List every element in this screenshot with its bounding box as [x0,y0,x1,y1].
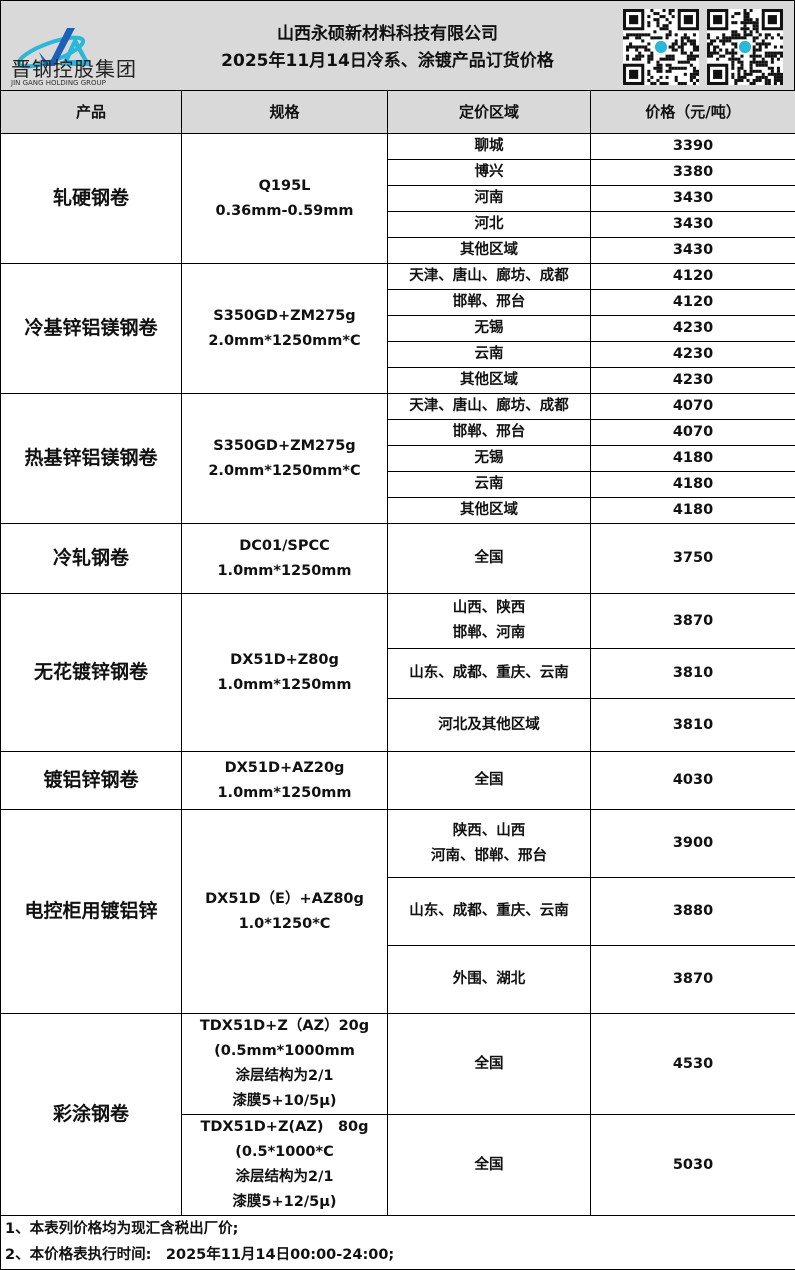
price-cell: 4230 [591,316,795,342]
spec-cell: S350GD+ZM275g 2.0mm*1250mm*C [182,264,388,394]
price-cell: 4230 [591,368,795,394]
logo-text: 晋钢控股集团 [11,53,137,82]
column-header-spec: 规格 [182,91,388,134]
region-cell: 河北 [388,212,591,238]
price-cell: 3870 [591,594,795,649]
price-cell: 3900 [591,810,795,878]
region-cell: 天津、唐山、廊坊、成都 [388,394,591,420]
price-cell: 3750 [591,524,795,594]
price-cell: 4230 [591,342,795,368]
price-cell: 4120 [591,264,795,290]
price-cell: 3390 [591,134,795,160]
region-cell: 陕西、山西 河南、邯郸、邢台 [388,810,591,878]
price-cell: 5030 [591,1115,795,1216]
price-cell: 3810 [591,699,795,752]
region-cell: 云南 [388,472,591,498]
note-1: 1、本表列价格均为现汇含税出厂价; [1,1216,795,1243]
company-name: 山西永硕新材料科技有限公司 [181,21,594,48]
qr-code-icon [623,9,699,85]
region-cell: 河北及其他区域 [388,699,591,752]
product-name: 电控柜用镀铝锌 [1,810,182,1014]
spec-cell: DC01/SPCC 1.0mm*1250mm [182,524,388,594]
region-cell: 其他区域 [388,498,591,524]
product-name: 轧硬钢卷 [1,134,182,264]
region-cell: 云南 [388,342,591,368]
region-cell: 无锡 [388,446,591,472]
product-name: 热基锌铝镁钢卷 [1,394,182,524]
product-name: 彩涂钢卷 [1,1014,182,1216]
column-header-product: 产品 [1,91,182,134]
price-cell: 3870 [591,946,795,1014]
spec-cell: DX51D+Z80g 1.0mm*1250mm [182,594,388,752]
region-cell: 聊城 [388,134,591,160]
spec-cell: Q195L 0.36mm-0.59mm [182,134,388,264]
price-cell: 3430 [591,212,795,238]
price-cell: 4070 [591,394,795,420]
region-cell: 其他区域 [388,238,591,264]
price-cell: 4180 [591,472,795,498]
note-2: 2、本价格表执行时间: 2025年11月14日00:00-24:00; [1,1243,795,1270]
region-cell: 天津、唐山、廊坊、成都 [388,264,591,290]
spec-cell: TDX51D+Z（AZ）20g (0.5mm*1000mm 涂层结构为2/1 漆… [182,1014,388,1115]
price-cell: 4180 [591,446,795,472]
price-cell: 4180 [591,498,795,524]
page-header: 晋钢控股集团 JIN GANG HOLDING GROUP 山西永硕新材料科技有… [0,0,795,90]
price-cell: 3880 [591,878,795,946]
product-name: 无花镀锌钢卷 [1,594,182,752]
region-cell: 山东、成都、重庆、云南 [388,649,591,699]
region-cell: 无锡 [388,316,591,342]
spec-cell: DX51D（E）+AZ80g 1.0*1250*C [182,810,388,1014]
region-cell: 山东、成都、重庆、云南 [388,878,591,946]
spec-cell: TDX51D+Z(AZ) 80g (0.5*1000*C 涂层结构为2/1 漆膜… [182,1115,388,1216]
price-cell: 4120 [591,290,795,316]
region-cell: 博兴 [388,160,591,186]
region-cell: 山西、陕西 邯郸、河南 [388,594,591,649]
logo-subtitle: JIN GANG HOLDING GROUP [11,79,106,87]
region-cell: 全国 [388,752,591,810]
price-cell: 3810 [591,649,795,699]
column-header-price: 价格（元/吨） [591,91,795,134]
region-cell: 其他区域 [388,368,591,394]
region-cell: 邯郸、邢台 [388,290,591,316]
region-cell: 河南 [388,186,591,212]
region-cell: 全国 [388,1115,591,1216]
column-header-region: 定价区域 [388,91,591,134]
price-cell: 4070 [591,420,795,446]
page-title: 2025年11月14日冷系、涂镀产品订货价格 [181,48,594,75]
qr-code-icon [707,9,783,85]
column-header-row: 产品 规格 定价区域 价格（元/吨） [1,91,795,134]
region-cell: 邯郸、邢台 [388,420,591,446]
region-cell: 全国 [388,1014,591,1115]
price-cell: 4030 [591,752,795,810]
product-name: 冷基锌铝镁钢卷 [1,264,182,394]
spec-cell: S350GD+ZM275g 2.0mm*1250mm*C [182,394,388,524]
product-name: 镀铝锌钢卷 [1,752,182,810]
region-cell: 全国 [388,524,591,594]
price-cell: 3430 [591,186,795,212]
price-cell: 4530 [591,1014,795,1115]
product-name: 冷轧钢卷 [1,524,182,594]
price-cell: 3430 [591,238,795,264]
price-cell: 3380 [591,160,795,186]
spec-cell: DX51D+AZ20g 1.0mm*1250mm [182,752,388,810]
region-cell: 外围、湖北 [388,946,591,1014]
